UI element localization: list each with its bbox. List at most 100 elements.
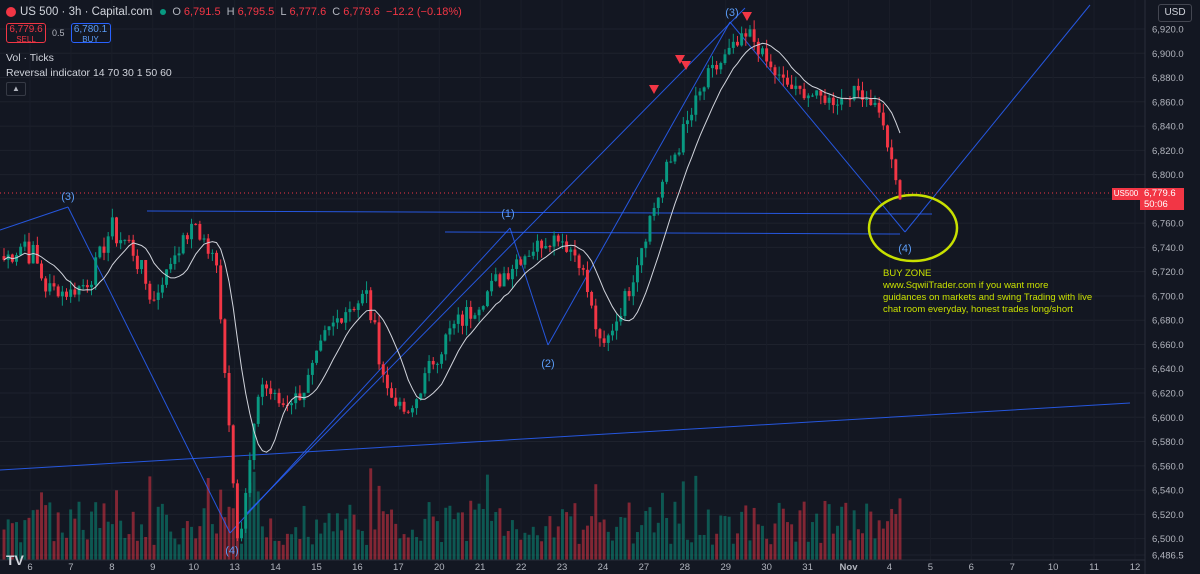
reversal-indicator-label[interactable]: Reversal indicator 14 70 30 1 50 60 [6,67,172,79]
volume-bar [206,478,210,560]
volume-bar [131,511,135,560]
candle-body [519,259,523,265]
candle-body [377,322,381,365]
candle-body [185,235,189,240]
volume-bar [694,475,698,560]
candle-body [440,354,444,364]
candle-body [131,239,135,256]
volume-bar [548,516,552,560]
volume-bar [90,511,93,560]
candle-body [344,312,348,323]
volume-bar [894,514,898,560]
volume-bar [844,502,848,560]
tradingview-logo[interactable]: TV [6,552,24,568]
candle-body [394,397,398,406]
volume-bar [456,512,460,560]
volume-bar [10,523,14,560]
volume-bar [485,474,489,560]
candle-body [385,374,389,389]
volume-bar [673,501,677,560]
candle-body [660,181,664,198]
candle-body [427,360,431,374]
candle-body [731,41,735,48]
volume-bar [235,526,239,560]
volume-bar [544,526,548,560]
volume-bar [315,519,319,560]
candle-body [369,290,373,321]
volume-bar [852,510,856,560]
y-tick-label: 6,640.0 [1152,364,1184,375]
volume-bar [585,525,589,560]
candle-body [248,460,252,493]
candle-body [373,320,377,323]
symbol-title[interactable]: US 500 · 3h · Capital.com [20,6,153,18]
candle-body [794,85,798,89]
volume-bar [310,544,314,560]
candle-body [323,330,327,341]
candle-body [152,299,156,301]
candle-body [490,280,494,292]
volume-bar [140,524,143,560]
volume-bar [519,539,523,560]
y-tick-label: 6,880.0 [1152,73,1184,84]
volume-bar [56,512,60,560]
x-tick-label: 20 [434,562,445,573]
volume-bar [777,502,781,560]
volume-bar [869,511,873,560]
candle-body [665,161,669,182]
volume-bar [881,528,885,560]
candle-body [456,314,460,324]
volume-bar [873,538,877,560]
volume-bar [215,533,218,560]
volume-bar [240,543,244,560]
candle-body [865,98,869,100]
collapse-legend-button[interactable]: ▲ [6,82,26,96]
volume-bar [160,503,164,560]
candle-body [127,239,131,241]
candle-body [406,411,410,413]
volume-bar [448,505,452,560]
candle-body [502,273,506,287]
volume-bar [560,509,564,560]
volume-bar [706,509,710,560]
price-axis: 6,486.5 6,500.0 6,520.0 6,540.0 6,560.0 6,580… [1144,0,1184,574]
candle-body [565,241,569,252]
volume-bar [477,503,481,560]
candle-body [69,289,73,297]
buy-zone-circle [867,193,959,263]
x-tick-label: 6 [969,562,974,573]
volume-bar [415,537,419,560]
volume-bar [452,519,456,560]
candle-body [465,306,469,326]
candle-body [119,240,123,244]
candle-body [619,315,623,322]
candle-body [135,255,139,270]
volume-bar [40,492,43,560]
candle-body [498,274,502,287]
candle-body [244,492,248,529]
volume-bar [756,524,760,560]
support-line [0,402,1131,471]
candle-body [756,41,760,55]
x-tick-label: 9 [150,562,155,573]
volume-indicator-label[interactable]: Vol · Ticks [6,52,54,64]
volume-bar [169,531,173,560]
candle-body [852,85,856,100]
buy-button[interactable]: 6,780.1 BUY [70,23,111,44]
volume-bar [827,504,831,560]
volume-bar [352,514,356,560]
currency-selector[interactable]: USD [1158,4,1192,22]
candle-body [415,399,419,409]
candle-body [56,286,60,297]
volume-bar [181,528,185,560]
candle-body [777,74,781,76]
volume-bar [435,521,439,560]
volume-bar [102,503,106,560]
candle-body [719,63,723,70]
volume-bar [535,535,539,560]
candle-body [281,403,285,405]
candle-body [515,259,519,269]
candle-body [869,98,873,106]
sell-button[interactable]: 6,779.6 SELL [6,23,46,44]
